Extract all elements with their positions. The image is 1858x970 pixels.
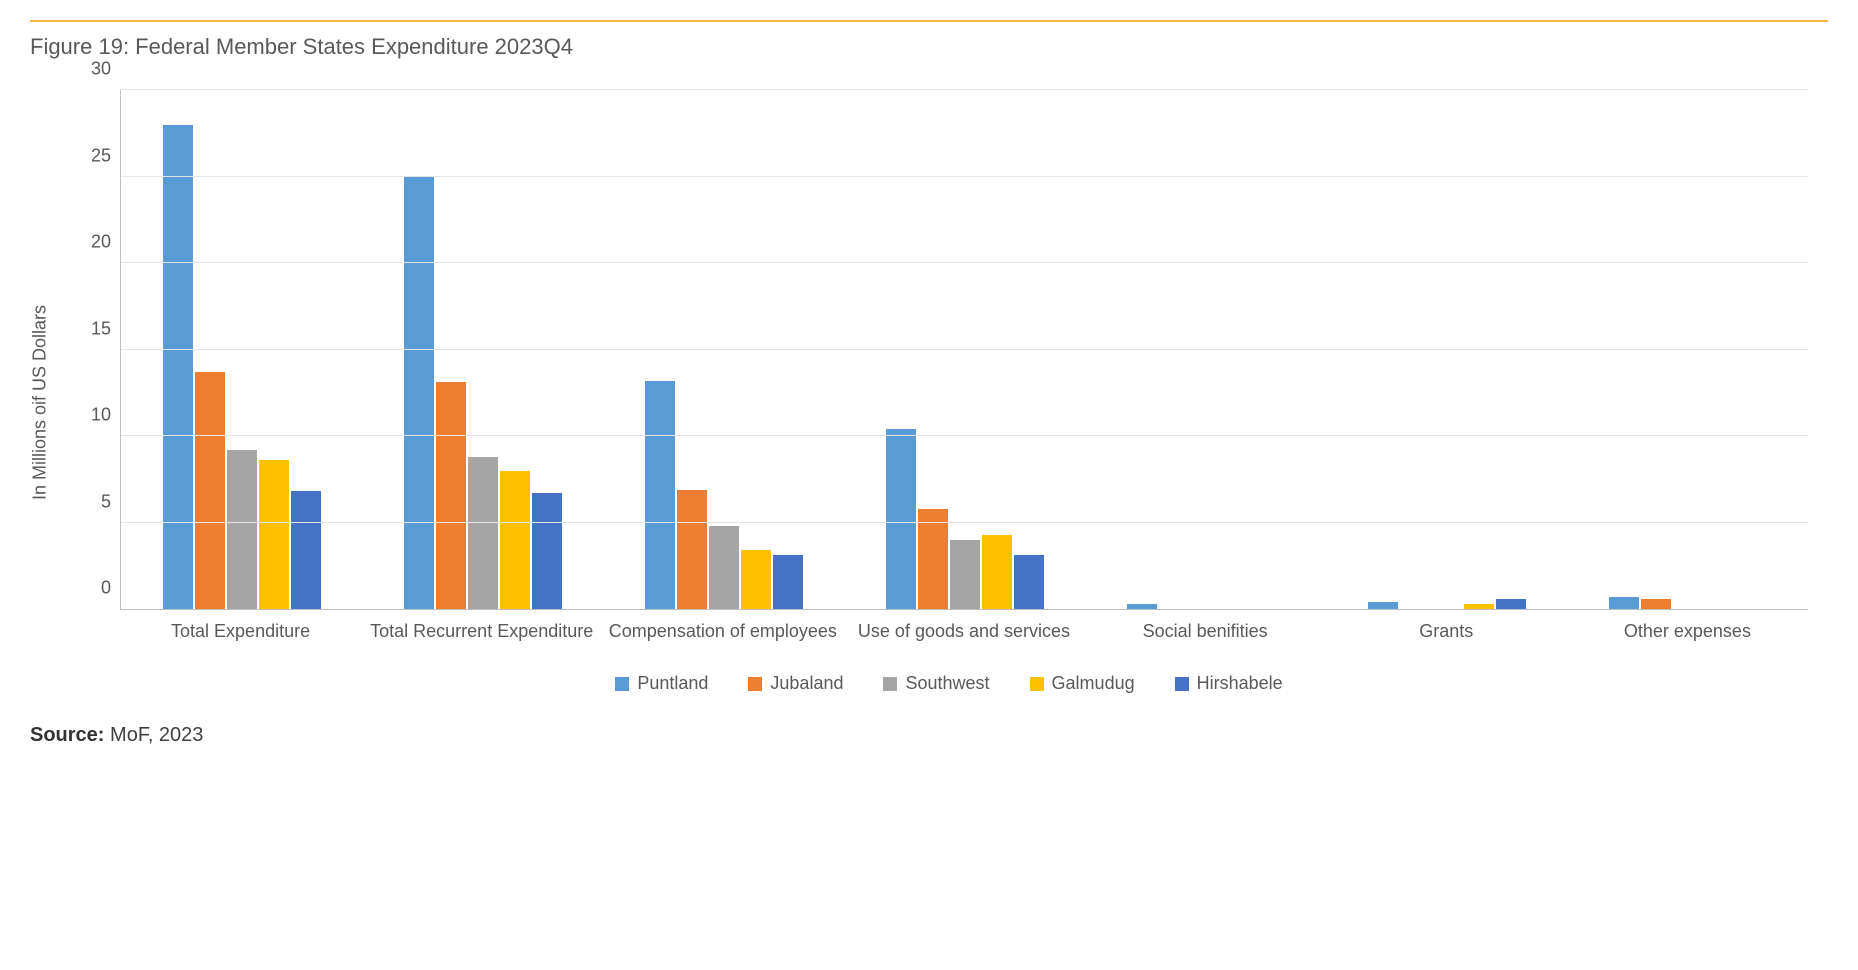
bar — [741, 550, 771, 609]
legend-item: Jubaland — [748, 673, 843, 694]
legend-item: Galmudug — [1030, 673, 1135, 694]
y-tick: 20 — [91, 232, 111, 253]
y-tick: 25 — [91, 145, 111, 166]
y-tick: 5 — [101, 491, 111, 512]
legend-label: Hirshabele — [1197, 673, 1283, 694]
y-tick: 10 — [91, 405, 111, 426]
bar-group — [1085, 90, 1326, 609]
legend-label: Southwest — [905, 673, 989, 694]
bar — [468, 457, 498, 609]
source-line: Source: MoF, 2023 — [30, 724, 1828, 747]
legend-label: Puntland — [637, 673, 708, 694]
bar — [532, 493, 562, 609]
bar-group — [1326, 90, 1567, 609]
x-axis-labels: Total ExpenditureTotal Recurrent Expendi… — [120, 620, 1808, 643]
bar-group — [603, 90, 844, 609]
source-label: Source: — [30, 724, 104, 746]
legend-swatch — [748, 677, 762, 691]
gridline — [121, 349, 1808, 350]
legend-item: Hirshabele — [1175, 673, 1283, 694]
legend-item: Puntland — [615, 673, 708, 694]
source-value: MoF, 2023 — [110, 724, 203, 746]
x-label: Other expenses — [1567, 620, 1808, 643]
bar — [773, 555, 803, 609]
gridline — [121, 522, 1808, 523]
bar — [404, 177, 434, 610]
bar — [1496, 599, 1526, 609]
y-axis-label: In Millions oif US Dollars — [30, 305, 51, 500]
chart: In Millions oif US Dollars 051015202530 … — [70, 90, 1828, 694]
y-tick: 15 — [91, 318, 111, 339]
bar — [677, 490, 707, 609]
bar-group — [121, 90, 362, 609]
x-label: Total Recurrent Expenditure — [361, 620, 602, 643]
bar — [886, 429, 916, 609]
bar — [645, 381, 675, 609]
bar — [1014, 555, 1044, 609]
x-label: Total Expenditure — [120, 620, 361, 643]
legend-swatch — [1030, 677, 1044, 691]
bar — [950, 540, 980, 609]
bar — [195, 372, 225, 609]
bar — [918, 509, 948, 609]
legend-swatch — [883, 677, 897, 691]
bar — [163, 125, 193, 609]
bar — [436, 382, 466, 609]
gridline — [121, 176, 1808, 177]
legend-swatch — [615, 677, 629, 691]
bar — [1368, 602, 1398, 609]
bar — [1641, 599, 1671, 609]
legend-label: Galmudug — [1052, 673, 1135, 694]
legend-item: Southwest — [883, 673, 989, 694]
legend: Puntland Jubaland Southwest Galmudug Hirshab… — [70, 673, 1828, 694]
top-rule — [30, 20, 1828, 22]
y-tick: 0 — [101, 578, 111, 599]
bar — [1127, 604, 1157, 609]
x-label: Social benifities — [1085, 620, 1326, 643]
bar-group — [1567, 90, 1808, 609]
gridline — [121, 89, 1808, 90]
gridline — [121, 262, 1808, 263]
bar — [500, 471, 530, 609]
y-tick: 30 — [91, 59, 111, 80]
bar-group — [362, 90, 603, 609]
bar-groups — [121, 90, 1808, 609]
x-label: Use of goods and services — [843, 620, 1084, 643]
bar-group — [844, 90, 1085, 609]
bar — [259, 460, 289, 609]
gridline — [121, 435, 1808, 436]
bar — [291, 491, 321, 609]
figure-title: Figure 19: Federal Member States Expendi… — [30, 34, 1828, 60]
legend-label: Jubaland — [770, 673, 843, 694]
bar — [227, 450, 257, 609]
plot-area: 051015202530 — [120, 90, 1808, 610]
x-label: Compensation of employees — [602, 620, 843, 643]
bar — [1609, 597, 1639, 609]
x-label: Grants — [1326, 620, 1567, 643]
bar — [982, 535, 1012, 609]
bar — [1464, 604, 1494, 609]
legend-swatch — [1175, 677, 1189, 691]
bar — [709, 526, 739, 609]
